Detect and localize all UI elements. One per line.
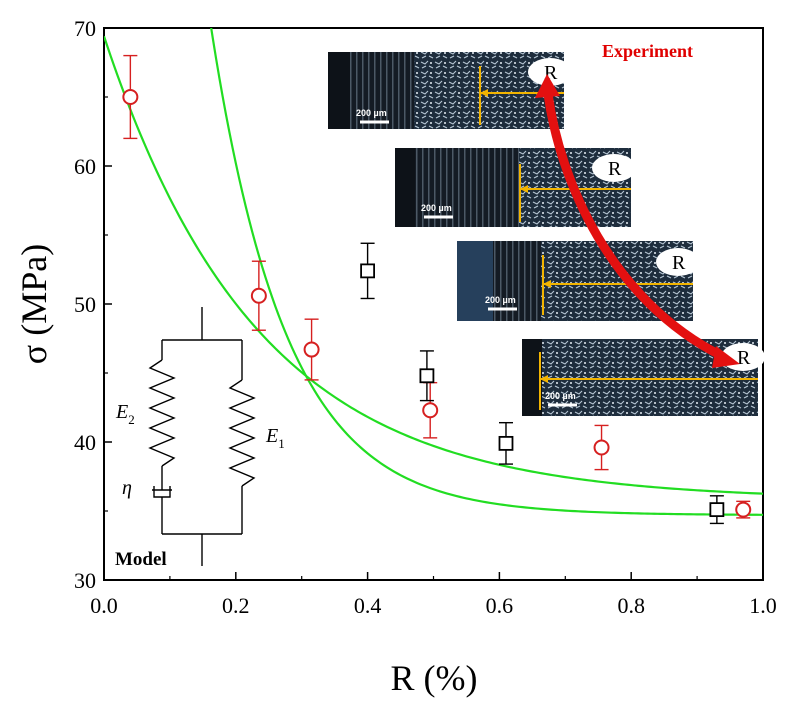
- y-tick-label-1: 40: [74, 430, 96, 455]
- fit-curve-1: [210, 28, 763, 516]
- experiment-label: Experiment: [602, 41, 693, 61]
- y-tick-label-4: 70: [74, 16, 96, 41]
- x-tick-label-2: 0.4: [354, 593, 382, 618]
- x-axis-title: R (%): [391, 658, 478, 698]
- scale-bar-2: 200 µm: [421, 203, 452, 213]
- micrograph-insets: R 200 µm R 200 µm R 200 µm: [328, 41, 765, 416]
- circle-marker: [735, 501, 752, 518]
- data-point-s0-3: [422, 381, 439, 439]
- square-marker: [360, 263, 376, 279]
- x-tick-label-1: 0.2: [222, 593, 250, 618]
- r-label-3: R: [672, 252, 686, 274]
- circle-marker: [422, 402, 439, 419]
- eta-label: η: [122, 477, 132, 499]
- data-point-s0-5: [735, 500, 752, 519]
- scale-bar-1: 200 µm: [356, 108, 387, 118]
- data-point-s1-2: [498, 421, 514, 465]
- data-point-s1-1: [419, 350, 435, 402]
- circle-marker: [303, 341, 320, 358]
- red-arrow-head-bottom: [712, 346, 740, 368]
- axis-ticks: 0.0 0.2 0.4 0.6 0.8 1.0 30 40 50 60 70: [74, 16, 777, 618]
- red-arrow-head-top: [535, 74, 560, 98]
- data-point-s0-4: [593, 424, 610, 471]
- fit-curve-0: [104, 35, 763, 495]
- red-curved-arrow: [543, 93, 725, 361]
- micrograph-2: R 200 µm: [395, 148, 636, 227]
- y-tick-label-3: 60: [74, 154, 96, 179]
- scale-bar-4: 200 µm: [545, 391, 576, 401]
- square-marker: [498, 435, 514, 451]
- y-tick-label-0: 30: [74, 568, 96, 593]
- circle-marker: [593, 439, 610, 456]
- data-markers: [122, 54, 752, 525]
- x-tick-label-4: 0.8: [617, 593, 645, 618]
- y-axis-title: σ (MPa): [14, 244, 54, 364]
- data-point-s0-1: [250, 260, 267, 331]
- e1-label: E1: [265, 425, 285, 451]
- data-point-s1-3: [709, 495, 725, 525]
- data-point-s1-0: [360, 242, 376, 300]
- y-tick-label-2: 50: [74, 292, 96, 317]
- micrograph-1: R 200 µm: [328, 52, 572, 129]
- x-tick-label-5: 1.0: [749, 593, 777, 618]
- square-marker: [419, 368, 435, 384]
- model-diagram: [148, 307, 256, 566]
- model-label: Model: [115, 549, 167, 570]
- circle-marker: [122, 89, 139, 105]
- micrograph-3: R 200 µm: [457, 241, 700, 321]
- micrograph-4: R 200 µm: [522, 339, 765, 416]
- circle-marker: [250, 287, 267, 304]
- e2-label: E2: [115, 401, 135, 427]
- data-point-s0-0: [122, 54, 139, 140]
- r-label-4: R: [737, 347, 751, 369]
- r-label-2: R: [608, 158, 622, 180]
- square-marker: [709, 502, 725, 518]
- x-tick-label-0: 0.0: [90, 593, 118, 618]
- data-point-s0-2: [303, 318, 320, 381]
- x-tick-label-3: 0.6: [486, 593, 514, 618]
- scale-bar-3: 200 µm: [485, 295, 516, 305]
- fit-curves: [104, 28, 763, 516]
